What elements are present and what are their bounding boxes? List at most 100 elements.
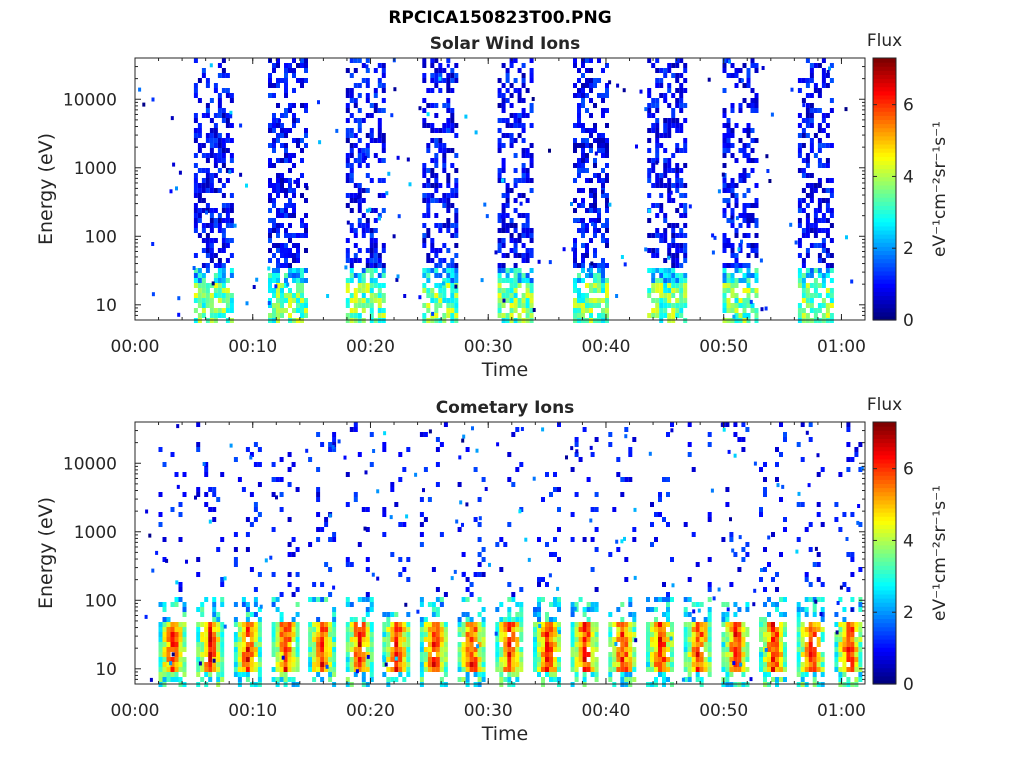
heatmap-cell <box>221 238 226 243</box>
heatmap-cell <box>507 667 512 672</box>
heatmap-cell <box>369 602 374 607</box>
heatmap-cell <box>589 148 593 153</box>
heatmap-cell <box>430 288 435 293</box>
heatmap-cell <box>365 642 370 647</box>
heatmap-cell <box>423 657 428 662</box>
heatmap-cell <box>177 312 181 317</box>
heatmap-cell <box>597 133 601 138</box>
heatmap-cell <box>280 243 284 248</box>
colorbar-segment <box>873 295 896 301</box>
heatmap-cell <box>229 218 234 223</box>
heatmap-cell <box>529 68 534 73</box>
heatmap-cell <box>521 228 526 233</box>
heatmap-cell <box>276 123 280 128</box>
heatmap-cell <box>276 183 280 188</box>
heatmap-cell <box>162 667 167 672</box>
heatmap-cell <box>825 198 830 203</box>
heatmap-cell <box>582 652 587 657</box>
heatmap-cell <box>854 667 859 672</box>
heatmap-cell <box>590 672 595 677</box>
heatmap-cell <box>801 313 806 318</box>
heatmap-cell <box>353 642 358 647</box>
heatmap-cell <box>174 622 179 627</box>
heatmap-cell <box>443 657 448 662</box>
heatmap-cell <box>304 143 308 148</box>
heatmap-cell <box>349 168 354 173</box>
heatmap-cell <box>193 128 198 133</box>
heatmap-cell <box>624 557 629 562</box>
heatmap-cell <box>272 188 276 193</box>
heatmap-cell <box>809 118 814 123</box>
heatmap-cell <box>366 208 369 213</box>
heatmap-cell <box>513 278 518 283</box>
heatmap-cell <box>205 303 210 308</box>
heatmap-cell <box>817 158 822 163</box>
heatmap-cell <box>454 123 459 128</box>
heatmap-cell <box>430 78 435 83</box>
heatmap-cell <box>553 657 557 662</box>
heatmap-cell <box>809 183 814 188</box>
heatmap-cell <box>699 667 704 672</box>
heatmap-cell <box>345 173 350 178</box>
heatmap-cell <box>573 218 577 223</box>
heatmap-cell <box>813 213 818 218</box>
heatmap-cell <box>675 278 680 283</box>
heatmap-cell <box>628 627 633 632</box>
heatmap-cell <box>511 672 516 677</box>
heatmap-cell <box>304 183 308 188</box>
heatmap-cell <box>373 108 378 113</box>
heatmap-cell <box>332 657 337 662</box>
heatmap-cell <box>754 103 759 108</box>
heatmap-cell <box>497 263 502 268</box>
heatmap-cell <box>695 642 700 647</box>
heatmap-cell <box>209 258 214 263</box>
heatmap-cell <box>469 667 474 672</box>
heatmap-cell <box>850 667 855 672</box>
colorbar-segment <box>873 291 896 297</box>
heatmap-cell <box>581 203 585 208</box>
heatmap-cell <box>695 632 700 637</box>
heatmap-cell <box>801 143 806 148</box>
heatmap-cell <box>590 647 595 652</box>
heatmap-cell <box>345 93 350 98</box>
heatmap-cell <box>221 273 226 278</box>
heatmap-cell <box>616 662 621 667</box>
heatmap-cell <box>825 303 830 308</box>
heatmap-cell <box>212 662 217 667</box>
heatmap-cell <box>820 667 825 672</box>
colorbar-segment <box>873 250 896 256</box>
heatmap-cell <box>581 308 585 313</box>
heatmap-cell <box>808 437 813 442</box>
heatmap-cell <box>601 138 605 143</box>
heatmap-cell <box>316 667 321 672</box>
heatmap-cell <box>797 88 802 93</box>
heatmap-cell <box>422 163 427 168</box>
heatmap-cell <box>605 303 609 308</box>
heatmap-cell <box>608 632 613 637</box>
heatmap-cell <box>280 183 284 188</box>
heatmap-cell <box>446 63 450 68</box>
heatmap-cell <box>805 158 810 163</box>
heatmap-cell <box>517 123 522 128</box>
heatmap-cell <box>361 507 366 512</box>
heatmap-cell <box>217 228 222 233</box>
heatmap-cell <box>670 627 674 632</box>
heatmap-cell <box>499 662 504 667</box>
heatmap-cell <box>511 657 516 662</box>
heatmap-cell <box>759 617 763 622</box>
heatmap-cell <box>196 647 201 652</box>
heatmap-cell <box>729 532 734 537</box>
heatmap-cell <box>193 293 198 298</box>
heatmap-cell <box>586 642 591 647</box>
heatmap-cell <box>237 662 242 667</box>
heatmap-cell <box>328 637 333 642</box>
heatmap-cell <box>605 203 609 208</box>
heatmap-cell <box>821 243 826 248</box>
heatmap-cell <box>616 547 621 552</box>
heatmap-cell <box>703 647 708 652</box>
heatmap-cell <box>825 253 830 258</box>
heatmap-cell <box>549 602 553 607</box>
heatmap-cell <box>208 622 213 627</box>
heatmap-cell <box>390 647 395 652</box>
heatmap-cell <box>671 303 676 308</box>
